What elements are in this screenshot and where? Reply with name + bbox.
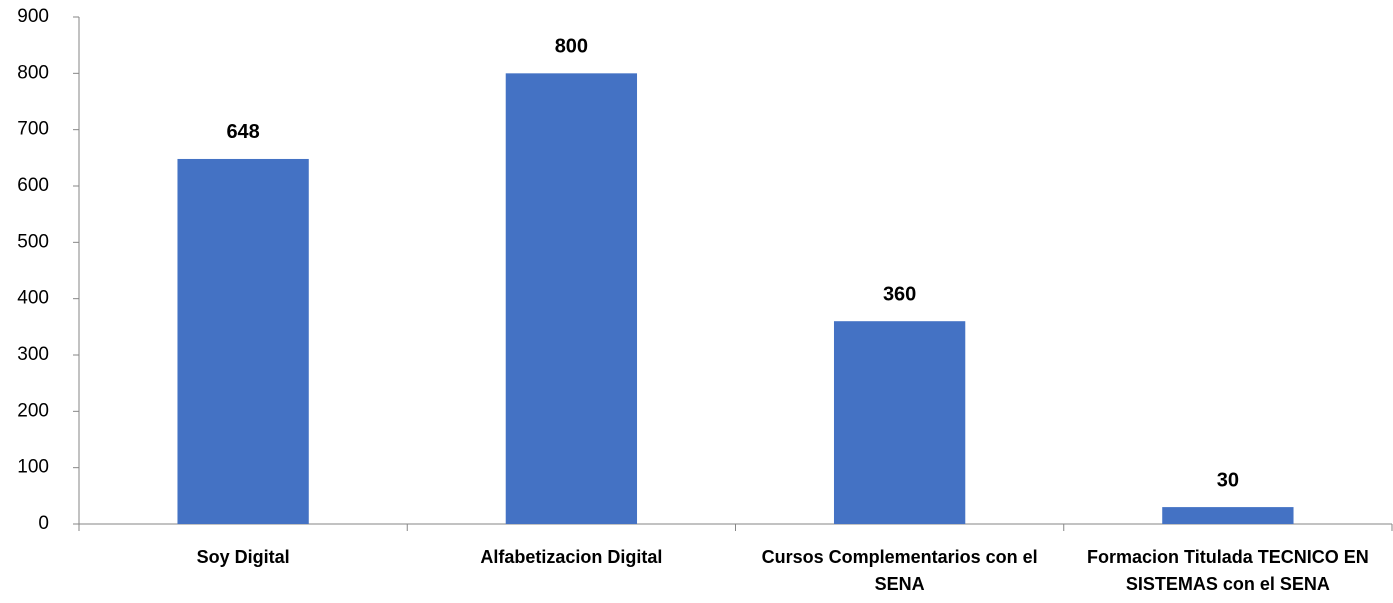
y-tick-label: 800 (17, 62, 49, 83)
y-tick-label: 200 (17, 400, 49, 421)
y-tick-label: 500 (17, 231, 49, 252)
value-label: 360 (883, 283, 916, 305)
y-tick-label: 900 (17, 6, 49, 27)
y-tick-label: 700 (17, 119, 49, 140)
y-tick-label: 300 (17, 344, 49, 365)
x-tick-label: Formacion Titulada TECNICO EN SISTEMAS c… (1087, 547, 1369, 594)
bar (177, 158, 309, 524)
y-tick-label: 400 (17, 288, 49, 309)
value-label: 30 (1217, 469, 1239, 491)
bar (1162, 507, 1294, 524)
value-label: 800 (555, 36, 588, 58)
x-tick-label: Cursos Complementarios con el SENA (761, 547, 1038, 594)
bar (833, 321, 966, 524)
y-tick-label: 600 (17, 175, 49, 196)
y-tick-label: 100 (17, 457, 49, 478)
y-tick-label: 0 (38, 513, 49, 534)
bar (505, 73, 638, 524)
x-tick-label: Alfabetizacion Digital (480, 547, 663, 567)
x-tick-label: Soy Digital (196, 547, 290, 567)
value-label: 648 (226, 121, 259, 143)
